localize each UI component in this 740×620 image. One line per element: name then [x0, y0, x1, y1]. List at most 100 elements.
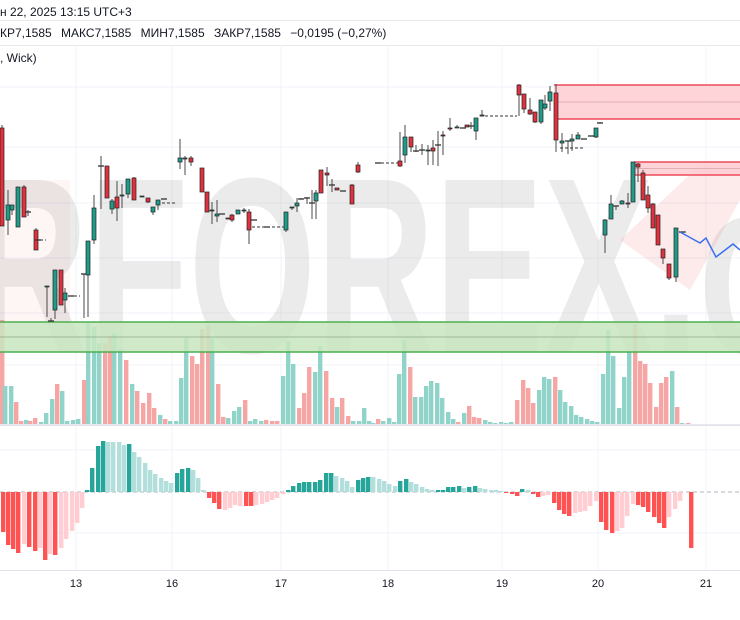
candle-body — [660, 248, 666, 259]
oscillator-bar — [499, 491, 504, 492]
candle-body — [635, 163, 641, 168]
volume-bar — [553, 377, 558, 424]
volume-bar — [200, 329, 205, 424]
oscillator-bar — [132, 452, 137, 492]
oscillator-bar — [567, 492, 572, 516]
oscillator-bar — [604, 492, 609, 530]
volume-bar — [638, 361, 643, 424]
oscillator-bar — [11, 492, 16, 549]
volume-bar — [643, 364, 648, 424]
candle-body — [650, 203, 656, 229]
volume-bar — [446, 412, 451, 424]
candle-body — [214, 213, 220, 217]
volume-bar — [659, 383, 664, 424]
candle-body — [666, 263, 672, 279]
watermark-text: RFOREX.c — [0, 126, 740, 405]
time-axis-label: 18 — [381, 578, 395, 590]
candle-body — [608, 203, 614, 220]
candle-body — [516, 84, 522, 96]
low-value: МИН7,1585 — [140, 26, 205, 40]
candle-body — [402, 136, 408, 156]
oscillator-bar — [430, 490, 435, 492]
volume-bar — [483, 420, 488, 424]
volume-bar — [318, 346, 323, 424]
oscillator-bar — [223, 492, 228, 510]
volume-bar — [168, 421, 173, 424]
candle-body — [15, 186, 21, 228]
volume-bar — [33, 418, 38, 424]
oscillator-bar — [38, 492, 43, 548]
candle-body — [0, 127, 5, 227]
oscillator-bar — [631, 492, 636, 504]
candle-body — [289, 206, 295, 209]
header-divider — [0, 45, 740, 46]
candle-body — [199, 167, 205, 193]
candle-body — [425, 149, 431, 152]
oscillator-bar — [652, 492, 657, 517]
volume-bar — [579, 417, 584, 424]
volume-bar — [275, 421, 280, 424]
oscillator-bar — [291, 486, 296, 492]
volume-bar — [569, 406, 574, 424]
volume-bar — [493, 423, 498, 424]
forecast-line — [679, 231, 740, 259]
volume-bar — [179, 378, 184, 424]
volume-bar — [103, 343, 108, 424]
volume-bar — [362, 408, 367, 424]
oscillator-bar — [599, 492, 604, 522]
candle-body — [625, 202, 631, 205]
oscillator-bar — [689, 492, 694, 548]
candle-body — [283, 211, 289, 231]
volume-bar — [226, 418, 231, 424]
oscillator-bar — [153, 474, 158, 492]
candle-body — [91, 207, 97, 241]
oscillator-bar — [159, 478, 164, 492]
volume-bar — [76, 419, 81, 424]
candle-body — [21, 186, 27, 218]
volume-bar — [243, 400, 248, 424]
candle-body — [229, 214, 235, 221]
volume-bar — [147, 393, 152, 424]
volume-bar — [9, 386, 14, 424]
volume-bar — [158, 415, 163, 424]
oscillator-bar — [127, 444, 132, 492]
oscillator-bar — [483, 489, 488, 492]
volume-bar — [467, 406, 472, 424]
volume-bar — [141, 403, 146, 424]
oscillator-bar — [393, 486, 398, 492]
volume-bar — [357, 421, 362, 424]
volume-bar — [351, 421, 356, 424]
volume-bar — [376, 419, 381, 424]
volume-bar — [424, 386, 429, 424]
oscillator-bar — [318, 480, 323, 492]
oscillator-bar — [557, 492, 562, 510]
volume-bar — [627, 352, 632, 424]
candle-body — [673, 227, 679, 278]
oscillator-bar — [478, 488, 483, 492]
volume-bar — [371, 423, 376, 424]
indicator-legend[interactable]: , Wick) — [0, 51, 43, 65]
candle-body — [313, 192, 319, 202]
volume-bar — [163, 419, 168, 424]
candle-body — [62, 292, 68, 301]
candle-body — [9, 204, 15, 211]
volume-bar — [675, 407, 680, 424]
volume-bar — [413, 397, 418, 424]
volume-bar — [50, 399, 55, 424]
oscillator-bar — [265, 492, 270, 502]
volume-bar — [14, 402, 19, 424]
candle-body — [440, 134, 446, 137]
volume-bar — [330, 398, 335, 424]
candle-body — [246, 211, 252, 231]
volume-bar — [0, 320, 5, 424]
candle-body — [447, 127, 453, 130]
oscillator-bar — [420, 487, 425, 492]
candle-body — [150, 206, 156, 213]
high-value: МАКС7,1585 — [61, 26, 132, 40]
volume-bar — [521, 380, 526, 424]
candle-body — [553, 92, 559, 141]
volume-bar — [387, 418, 392, 424]
candle-body — [5, 204, 11, 221]
oscillator-bar — [662, 492, 667, 528]
